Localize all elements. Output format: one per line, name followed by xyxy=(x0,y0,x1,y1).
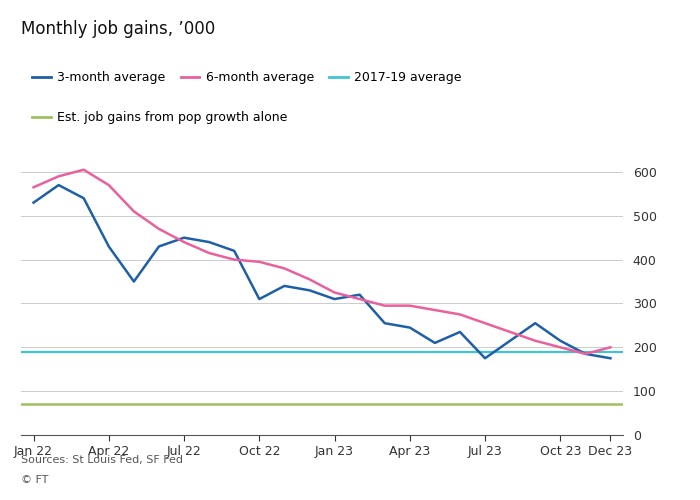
Legend: Est. job gains from pop growth alone: Est. job gains from pop growth alone xyxy=(27,106,293,129)
Legend: 3-month average, 6-month average, 2017-19 average: 3-month average, 6-month average, 2017-1… xyxy=(27,66,466,89)
Text: Sources: St Louis Fed, SF Fed: Sources: St Louis Fed, SF Fed xyxy=(21,455,183,465)
Text: Monthly job gains, ’000: Monthly job gains, ’000 xyxy=(21,20,216,38)
Text: © FT: © FT xyxy=(21,475,48,485)
